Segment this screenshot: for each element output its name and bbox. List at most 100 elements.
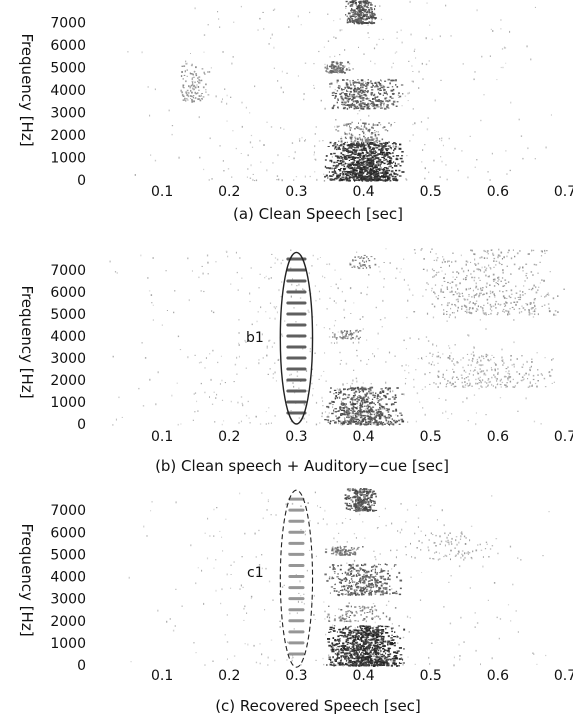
spectrogram-cell	[194, 7, 196, 10]
spectrogram-cell	[307, 390, 309, 392]
spectrogram-cell	[354, 100, 356, 103]
spectrogram-cell	[371, 12, 373, 14]
spectrogram-cell	[408, 91, 410, 94]
spectrogram-cell	[501, 359, 503, 362]
spectrogram-cell	[437, 386, 439, 388]
spectrogram-cell	[532, 316, 535, 318]
spectrogram-cell	[363, 170, 366, 172]
spectrogram-cell	[462, 357, 464, 359]
spectrogram-cell	[475, 378, 477, 381]
spectrogram-cell	[441, 284, 443, 287]
spectrogram-cell	[465, 277, 467, 279]
spectrogram-cell	[352, 164, 355, 166]
spectrogram-cell	[216, 393, 218, 396]
spectrogram-cell	[329, 175, 331, 177]
spectrogram-cell	[421, 357, 423, 360]
spectrogram-cell	[344, 72, 346, 74]
spectrogram-cell	[377, 665, 379, 667]
spectrogram-cell	[366, 11, 369, 14]
spectrogram-cell	[377, 81, 380, 83]
spectrogram-cell	[354, 163, 358, 165]
spectrogram-cell	[389, 180, 392, 182]
spectrogram-cell	[454, 385, 457, 388]
spectrogram-cell	[482, 355, 484, 358]
spectrogram-cell	[529, 369, 531, 371]
spectrogram-cell	[323, 180, 326, 182]
spectrogram-cell	[401, 41, 403, 44]
spectrogram-cell	[360, 162, 364, 165]
spectrogram-cell	[364, 0, 367, 2]
spectrogram-cell	[376, 153, 380, 155]
spectrogram-cell	[366, 107, 368, 110]
spectrogram-cell	[395, 179, 398, 182]
spectrogram-cell	[352, 174, 354, 176]
spectrogram-cell	[274, 307, 276, 310]
spectrogram-cell	[378, 38, 380, 40]
spectrogram-cell	[361, 180, 363, 182]
spectrogram-cell	[365, 149, 367, 151]
spectrogram-cell	[368, 274, 370, 276]
spectrogram-cell	[496, 313, 498, 315]
spectrogram-cell	[445, 386, 448, 388]
spectrogram-cell	[194, 81, 196, 84]
spectrogram-cell	[325, 155, 328, 157]
spectrogram-cell	[363, 415, 367, 417]
spectrogram-cell	[425, 336, 428, 338]
spectrogram-cell	[539, 282, 541, 284]
spectrogram-cell	[344, 49, 346, 51]
spectrogram-cell	[440, 156, 442, 158]
spectrogram-cell	[351, 144, 355, 146]
spectrogram-cell	[185, 91, 188, 94]
spectrogram-cell	[377, 653, 380, 656]
spectrogram-cell	[391, 66, 393, 69]
spectrogram-cell	[361, 92, 363, 95]
spectrogram-cell	[382, 170, 385, 172]
spectrogram-cell	[490, 358, 492, 361]
spectrogram-cell	[362, 662, 365, 665]
spectrogram-cell	[180, 423, 182, 425]
spectrogram-cell	[368, 413, 371, 415]
spectrogram-cell	[369, 173, 371, 176]
spectrogram-cell	[352, 408, 355, 411]
spectrogram-cell	[393, 651, 397, 654]
spectrogram-cell	[360, 614, 362, 616]
spectrogram-cell	[327, 406, 330, 409]
spectrogram-cell	[249, 141, 252, 144]
spectrogram-cell	[358, 635, 360, 637]
spectrogram-cell	[358, 175, 360, 177]
spectrogram-cell	[376, 413, 379, 415]
spectrogram-cell	[357, 172, 360, 174]
spectrogram-cell	[350, 87, 353, 90]
spectrogram-cell	[351, 21, 354, 23]
spectrogram-cell	[523, 285, 525, 287]
spectrogram-cell	[231, 62, 233, 65]
spectrogram-cell	[368, 8, 371, 11]
spectrogram-cell	[242, 404, 244, 407]
spectrogram-cell	[398, 625, 400, 627]
spectrogram-cell	[492, 30, 494, 32]
spectrogram-cell	[373, 655, 375, 657]
xtick-label: 0.3	[285, 668, 307, 684]
spectrogram-cell	[384, 640, 386, 643]
spectrogram-cell	[375, 99, 377, 101]
spectrogram-cell	[453, 371, 455, 373]
spectrogram-cell	[350, 142, 353, 145]
spectrogram-cell	[342, 154, 345, 156]
spectrogram-cell	[273, 342, 276, 344]
spectrogram-cell	[475, 412, 477, 414]
spectrogram-cell	[486, 382, 488, 384]
spectrogram-cell	[142, 405, 145, 407]
spectrogram-cell	[365, 260, 367, 263]
spectrogram-cell	[352, 93, 356, 96]
spectrogram-cell	[400, 414, 403, 416]
spectrogram-cell	[293, 157, 295, 160]
spectrogram-cell	[389, 173, 393, 176]
spectrogram-cell	[312, 368, 313, 370]
spectrogram-cell	[249, 177, 252, 179]
spectrogram-cell	[340, 152, 343, 155]
spectrogram-cell	[263, 144, 265, 146]
spectrogram-cell	[363, 166, 366, 169]
spectrogram-cell	[413, 378, 415, 381]
spectrogram-cell	[367, 646, 371, 649]
spectrogram-cell	[505, 62, 507, 64]
